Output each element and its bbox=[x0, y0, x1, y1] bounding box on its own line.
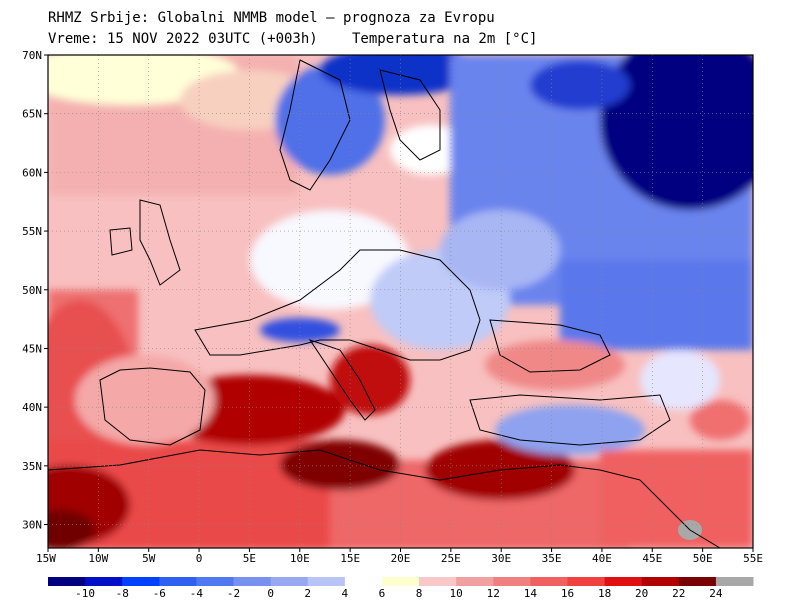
colorbar-label: -6 bbox=[153, 587, 166, 600]
colorbar-swatch bbox=[307, 577, 346, 586]
lon-tick-label: 10W bbox=[88, 552, 108, 565]
colorbar-swatch bbox=[715, 577, 754, 586]
lat-tick-label: 55N bbox=[22, 225, 42, 238]
lon-tick-label: 0 bbox=[196, 552, 203, 565]
colorbar-label: 12 bbox=[487, 587, 500, 600]
colorbar-swatch bbox=[85, 577, 123, 586]
lon-tick-label: 5W bbox=[142, 552, 156, 565]
colorbar-swatch bbox=[196, 577, 235, 586]
colorbar-swatch bbox=[678, 577, 717, 586]
colorbar: -10 -8 -6 -4 -2 0 2 4 6 8 10 12 14 16 18 20 22 24 bbox=[48, 577, 754, 600]
colorbar-label: 8 bbox=[416, 587, 423, 600]
lat-tick-label: 50N bbox=[22, 284, 42, 297]
lon-tick-label: 40E bbox=[592, 552, 612, 565]
lat-tick-label: 40N bbox=[22, 401, 42, 414]
colorbar-swatch bbox=[270, 577, 309, 586]
colorbar-swatch bbox=[381, 577, 420, 586]
map-title: RHMZ Srbije: Globalni NMMB model — progn… bbox=[48, 10, 495, 26]
colorbar-swatch bbox=[641, 577, 680, 586]
colorbar-label: -2 bbox=[227, 587, 240, 600]
lon-tick-label: 55E bbox=[743, 552, 763, 565]
lat-tick-label: 30N bbox=[22, 519, 42, 532]
colorbar-label: 20 bbox=[635, 587, 648, 600]
lon-tick-label: 25E bbox=[441, 552, 461, 565]
colorbar-label: 6 bbox=[379, 587, 386, 600]
lon-tick-label: 30E bbox=[491, 552, 511, 565]
lat-tick-label: 35N bbox=[22, 460, 42, 473]
colorbar-label: 2 bbox=[304, 587, 311, 600]
colorbar-label: 14 bbox=[524, 587, 538, 600]
lat-lon-grid bbox=[48, 55, 753, 548]
colorbar-label: 0 bbox=[267, 587, 274, 600]
colorbar-label: 16 bbox=[561, 587, 574, 600]
colorbar-swatch bbox=[419, 577, 457, 586]
colorbar-label: -8 bbox=[116, 587, 129, 600]
colorbar-swatch bbox=[233, 577, 272, 586]
lon-tick-label: 50E bbox=[693, 552, 713, 565]
lon-tick-label: 15E bbox=[340, 552, 360, 565]
lon-tick-label: 5E bbox=[243, 552, 256, 565]
lon-tick-label: 15W bbox=[36, 552, 56, 565]
lat-tick-label: 45N bbox=[22, 342, 42, 355]
colorbar-label: -10 bbox=[75, 587, 95, 600]
colorbar-label: 18 bbox=[598, 587, 611, 600]
lon-tick-label: 20E bbox=[391, 552, 411, 565]
colorbar-label: 22 bbox=[672, 587, 685, 600]
colorbar-swatch bbox=[604, 577, 643, 586]
lon-axis: 15W 10W 5W 0 5E 10E 15E 20E 25E 30E 35E 40E 45E 50E 55… bbox=[36, 548, 763, 565]
lat-axis: 30N 35N 40N 45N 50N 55N 60N 65N 70N bbox=[22, 49, 48, 532]
lat-tick-label: 70N bbox=[22, 49, 42, 62]
lat-tick-label: 65N bbox=[22, 108, 42, 121]
colorbar-swatch bbox=[344, 577, 383, 586]
lon-tick-label: 10E bbox=[290, 552, 310, 565]
lon-tick-label: 45E bbox=[642, 552, 662, 565]
colorbar-label: 4 bbox=[342, 587, 349, 600]
colorbar-swatch bbox=[456, 577, 494, 586]
colorbar-swatch bbox=[159, 577, 197, 586]
colorbar-swatch bbox=[122, 577, 160, 586]
colorbar-label: 24 bbox=[709, 587, 723, 600]
forecast-time: Vreme: 15 NOV 2022 03UTC (+003h) bbox=[48, 31, 318, 47]
colorbar-swatch bbox=[48, 577, 86, 586]
colorbar-label: -4 bbox=[190, 587, 204, 600]
lat-tick-label: 60N bbox=[22, 166, 42, 179]
colorbar-swatch bbox=[530, 577, 568, 586]
lon-tick-label: 35E bbox=[542, 552, 562, 565]
colorbar-swatch bbox=[493, 577, 531, 586]
variable-label: Temperatura na 2m [°C] bbox=[352, 31, 538, 47]
colorbar-label: 10 bbox=[450, 587, 463, 600]
colorbar-swatch bbox=[567, 577, 606, 586]
